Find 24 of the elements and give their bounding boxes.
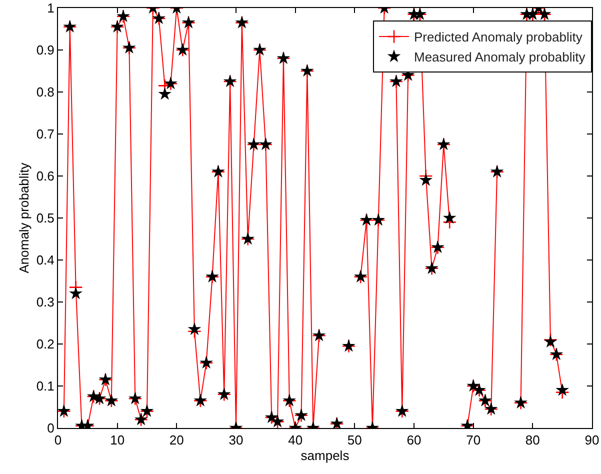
y-tick-label: 0.8	[36, 84, 54, 100]
y-tick-label: 0.6	[36, 168, 54, 184]
x-tick-label: 80	[525, 432, 540, 448]
y-tick-label: 0.4	[36, 252, 54, 268]
x-tick-label: 10	[110, 432, 125, 448]
legend-label: Measured Anomaly probablity	[414, 50, 586, 65]
y-tick-label: 0.5	[36, 210, 54, 226]
legend-label: Predicted Anomaly probablity	[414, 30, 583, 45]
x-axis-title: sampels	[300, 448, 350, 464]
x-tick-label: 40	[288, 432, 303, 448]
y-tick-label: 1	[47, 0, 54, 16]
y-tick-label: 0.1	[36, 378, 54, 394]
x-tick-label: 20	[169, 432, 184, 448]
x-tick-label: 60	[406, 432, 422, 448]
y-tick-label: 0.9	[36, 42, 54, 58]
y-tick-label: 0.3	[36, 294, 54, 310]
x-tick-label: 30	[228, 432, 244, 448]
y-tick-label: 0	[47, 420, 54, 436]
x-tick-label: 90	[584, 432, 600, 448]
x-tick-label: 50	[347, 432, 362, 448]
y-tick-label: 0.2	[36, 336, 54, 352]
x-tick-label: 70	[466, 432, 481, 448]
y-tick-label: 0.7	[36, 126, 54, 142]
y-axis-title: Anomaly probablity	[16, 162, 32, 274]
